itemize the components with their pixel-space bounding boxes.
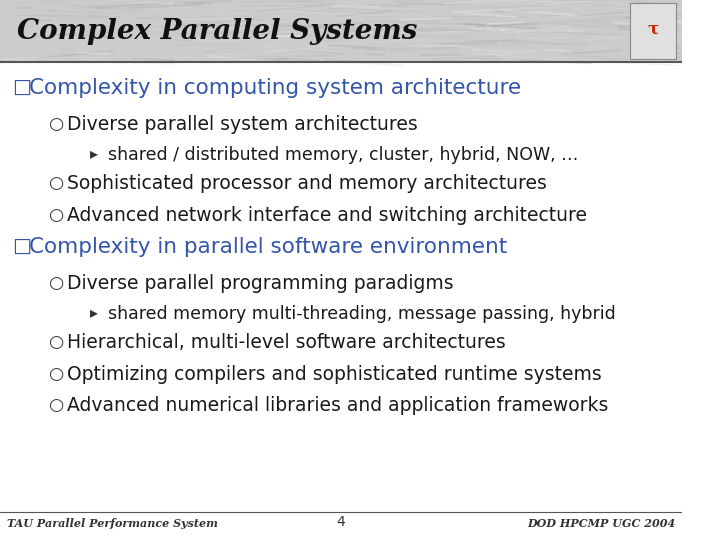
- Text: □: □: [12, 237, 31, 256]
- Text: shared memory multi-threading, message passing, hybrid: shared memory multi-threading, message p…: [108, 305, 616, 323]
- Text: Diverse parallel programming paradigms: Diverse parallel programming paradigms: [67, 274, 454, 293]
- FancyBboxPatch shape: [0, 0, 682, 62]
- Text: Complexity in parallel software environment: Complexity in parallel software environm…: [29, 237, 507, 257]
- Text: DOD HPCMP UGC 2004: DOD HPCMP UGC 2004: [527, 518, 675, 529]
- Text: TAU Parallel Performance System: TAU Parallel Performance System: [6, 518, 217, 529]
- Text: ○: ○: [49, 206, 64, 224]
- Text: Diverse parallel system architectures: Diverse parallel system architectures: [67, 115, 418, 134]
- Text: Advanced network interface and switching architecture: Advanced network interface and switching…: [67, 206, 587, 225]
- Text: Sophisticated processor and memory architectures: Sophisticated processor and memory archi…: [67, 174, 546, 193]
- Text: ○: ○: [49, 364, 64, 382]
- Text: Optimizing compilers and sophisticated runtime systems: Optimizing compilers and sophisticated r…: [67, 364, 602, 383]
- Text: ○: ○: [49, 274, 64, 292]
- Text: ▸: ▸: [90, 146, 98, 161]
- Text: ○: ○: [49, 115, 64, 133]
- Text: shared / distributed memory, cluster, hybrid, NOW, …: shared / distributed memory, cluster, hy…: [108, 146, 578, 164]
- Text: Complexity in computing system architecture: Complexity in computing system architect…: [29, 78, 521, 98]
- Text: Advanced numerical libraries and application frameworks: Advanced numerical libraries and applica…: [67, 396, 608, 415]
- Text: τ: τ: [648, 21, 659, 37]
- Text: ○: ○: [49, 333, 64, 351]
- Text: 4: 4: [336, 515, 346, 529]
- Text: ▸: ▸: [90, 305, 98, 320]
- FancyBboxPatch shape: [630, 3, 677, 59]
- Text: ○: ○: [49, 174, 64, 192]
- Text: Complex Parallel Systems: Complex Parallel Systems: [17, 17, 418, 45]
- Text: ○: ○: [49, 396, 64, 414]
- Text: Hierarchical, multi-level software architectures: Hierarchical, multi-level software archi…: [67, 333, 505, 352]
- Text: □: □: [12, 78, 31, 97]
